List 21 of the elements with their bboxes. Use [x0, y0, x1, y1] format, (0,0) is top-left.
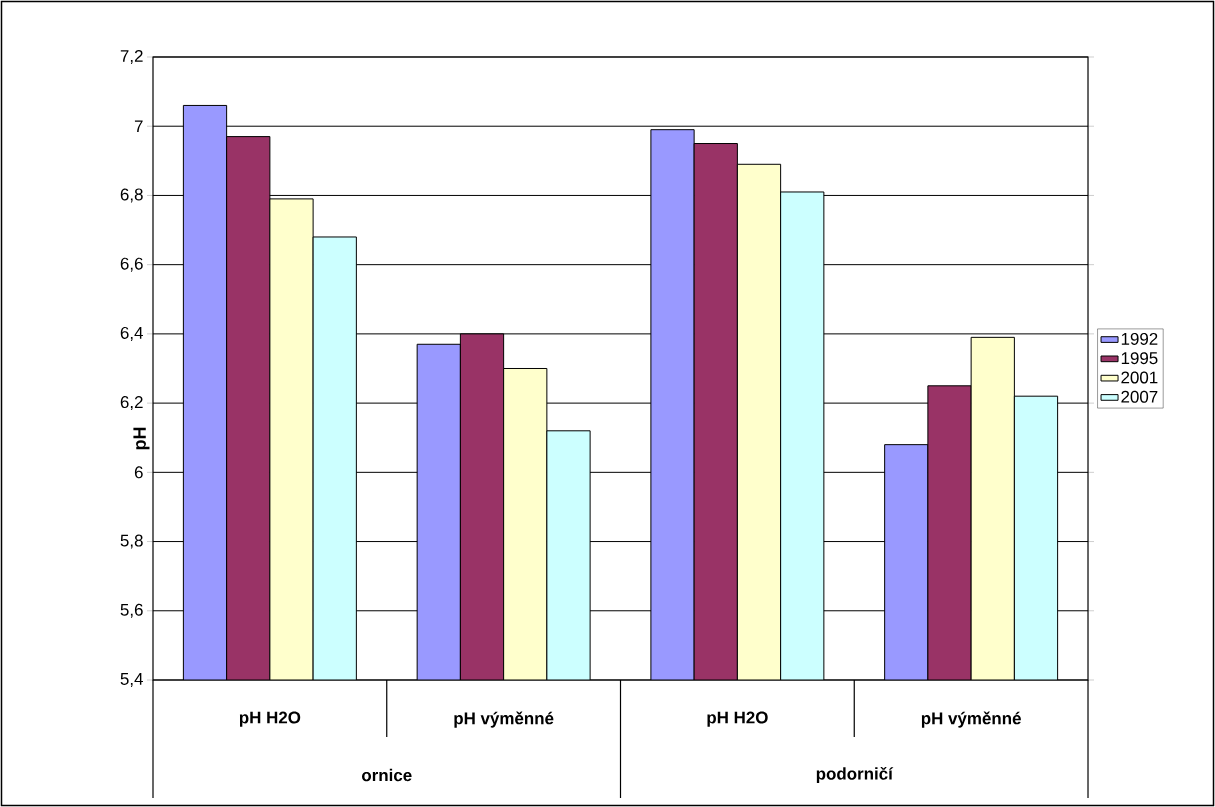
x-tick-label: pH výměnné — [454, 711, 554, 728]
y-axis-title: pH — [133, 427, 150, 450]
text: ornice — [361, 768, 412, 782]
y-tick-label: 6,8 — [120, 188, 143, 203]
y-tick-label: 5,8 — [120, 534, 143, 549]
x-tick-label: pH H2O — [707, 711, 768, 727]
y-tick-label: 7,2 — [120, 49, 143, 64]
x-tick-label: pH H2O — [239, 711, 301, 727]
y-tick-label: 5,4 — [120, 673, 143, 687]
text: podorničí — [816, 766, 894, 784]
y-tick-label: 6,2 — [120, 396, 143, 411]
legend-label: 1995 — [1121, 352, 1158, 365]
y-tick-label: 6 — [134, 466, 143, 479]
y-tick-label: 5,6 — [120, 603, 143, 618]
x-tick-label: pH výměnné — [921, 711, 1021, 728]
legend-label: 2007 — [1121, 390, 1158, 403]
y-tick-label: 6,4 — [120, 326, 143, 341]
y-tick-label: 7 — [134, 120, 143, 133]
y-tick-label: 6,6 — [120, 257, 143, 272]
legend-label: 1992 — [1121, 332, 1158, 345]
legend-label: 2001 — [1121, 371, 1158, 384]
